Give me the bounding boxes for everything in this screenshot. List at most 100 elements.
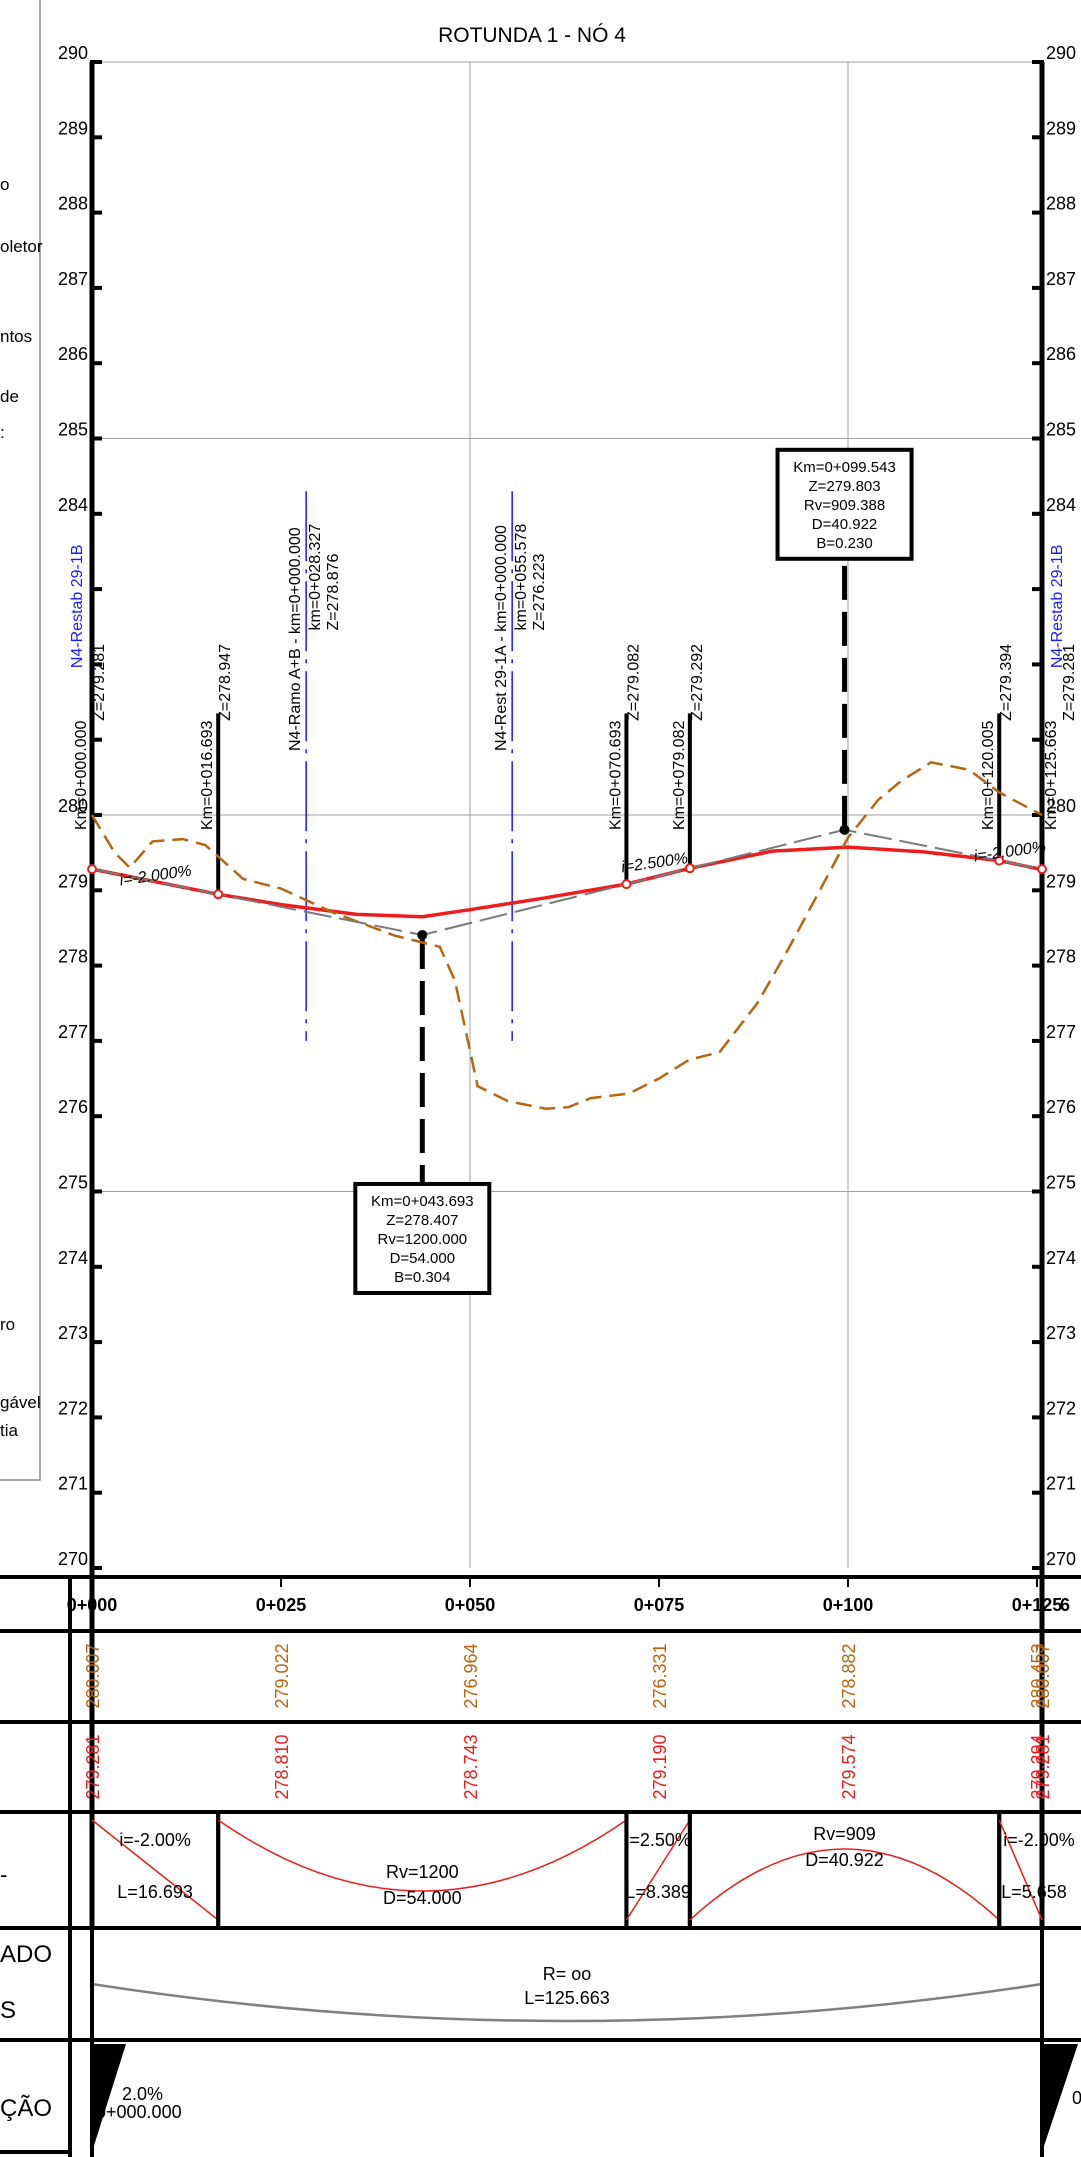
y-tick-label: 278: [58, 947, 88, 967]
terrain-elevation-value: 279.022: [272, 1643, 292, 1708]
alignment-slope-length: L=16.693: [117, 1882, 193, 1902]
y-tick-label: 279: [58, 871, 88, 891]
vertex-box-line: Z=279.803: [808, 478, 880, 495]
grade-point-km: Km=0+000.000: [73, 721, 90, 831]
y-tick-label: 276: [1046, 1097, 1076, 1117]
grade-point-dot: [994, 855, 1005, 866]
alignment-slope-length: L=8.389: [625, 1882, 691, 1902]
profile-title: ROTUNDA 1 - NÓ 4: [438, 24, 626, 47]
y-tick-label: 277: [1046, 1022, 1076, 1042]
elevation-axes: 270 270 271 271 272 272 273 273 274 274 275 275 276 2…: [58, 43, 1076, 1928]
vertex-dot: [839, 824, 850, 835]
left-legend: o oletor ntos de : ro gável tia: [0, 0, 43, 1481]
table-row-label: ADO: [0, 1941, 52, 1968]
grade-point-km: Km=0+016.693: [199, 721, 216, 831]
intersection-name: N4-Ramo A+B - km=0+000.000: [287, 527, 304, 751]
y-tick-label: 278: [1046, 947, 1076, 967]
grade-point-km: Km=0+070.693: [607, 721, 624, 831]
grade-elevation-value: 278.810: [272, 1734, 292, 1799]
intersection-km: km=0+055.578: [513, 524, 530, 631]
table-row-label: -: [0, 1862, 7, 1887]
grade-point-z: Z=278.947: [217, 644, 234, 721]
station-markers: N4-Ramo A+B - km=0+000.000 km=0+028.327 Z=…: [69, 447, 1078, 1295]
grade-point-z: Z=279.281: [1061, 644, 1078, 721]
y-tick-label: 273: [58, 1323, 88, 1343]
y-tick-label: 270: [58, 1549, 88, 1569]
intersection-z: Z=276.223: [531, 553, 548, 630]
intersection-km: km=0+028.327: [307, 524, 324, 631]
superelevation-wedge-left: [92, 2044, 126, 2152]
vertex-box-line: Rv=909.388: [804, 497, 885, 514]
y-tick-label: 288: [1046, 194, 1076, 214]
grade-point-dot: [684, 863, 695, 874]
grade-elevation-value: 279.190: [650, 1734, 670, 1799]
y-tick-label: 272: [58, 1398, 88, 1418]
vertex-dot: [417, 929, 428, 940]
grade-point-km: Km=0+120.005: [980, 721, 997, 831]
terrain-elevation-value: 280.453: [1028, 1643, 1048, 1708]
x-tick-label: 0+050: [445, 1595, 496, 1615]
y-tick-label: 289: [58, 118, 88, 138]
superelevation-fragment: 0: [1072, 2088, 1081, 2108]
y-tick-label: 286: [58, 344, 88, 364]
grade-elevation-value: 279.281: [83, 1734, 103, 1799]
terrain-elevation-value: 278.882: [839, 1643, 859, 1708]
grade-point-dot: [1037, 864, 1047, 875]
y-tick-label: 289: [1046, 118, 1076, 138]
grade-elevation-value: 279.281: [1033, 1734, 1053, 1799]
grade-point-km: Km=0+079.082: [671, 721, 688, 831]
y-tick-label: 272: [1046, 1398, 1076, 1418]
end-label-left: N4-Restab 29-1B: [69, 545, 86, 669]
terrain-elevation-value: 280.007: [83, 1643, 103, 1708]
terrain-elevation-value: 276.964: [461, 1643, 481, 1708]
y-tick-label: 287: [58, 269, 88, 289]
legend-fragment: oletor: [0, 237, 43, 256]
intersection-name: N4-Rest 29-1A - km=0+000.000: [493, 525, 510, 751]
vertex-box-line: Z=278.407: [386, 1212, 458, 1229]
alignment-curve-length: D=40.922: [805, 1850, 884, 1870]
terrain-elevation-value: 276.331: [650, 1643, 670, 1708]
y-tick-label: 290: [58, 43, 88, 63]
grade-point-dot: [213, 889, 224, 900]
y-tick-label: 286: [1046, 344, 1076, 364]
legend-fragment: gável: [0, 1393, 41, 1412]
profile-table: - ADO S ÇÃO: [0, 1575, 1081, 2157]
y-tick-label: 279: [1046, 871, 1076, 891]
x-tick-label: 0+025: [256, 1595, 307, 1615]
terrain-elevation-value: 280.007: [1033, 1643, 1053, 1708]
profile-lines: [87, 760, 1047, 1110]
intersection-z: Z=278.876: [325, 553, 342, 630]
vertex-box-line: B=0.230: [816, 535, 872, 552]
alignment-slope-i: i=-2.00%: [1003, 1830, 1075, 1850]
superelevation-wedge-right: [1042, 2044, 1078, 2152]
vertex-box-line: Km=0+043.693: [371, 1193, 474, 1210]
grade-point-z: Z=279.394: [998, 644, 1015, 721]
vertex-box-line: Rv=1200.000: [377, 1231, 467, 1248]
y-tick-label: 275: [58, 1173, 88, 1193]
y-tick-label: 285: [1046, 420, 1076, 440]
y-tick-label: 287: [1046, 269, 1076, 289]
superelevation-station: 0+000.000: [96, 2102, 182, 2122]
legend-fragment: de: [0, 387, 19, 406]
grade-point-km: Km=0+125.663: [1043, 721, 1060, 831]
alignment-slope-line: [91, 1819, 219, 1921]
grade-point-dot: [621, 879, 632, 890]
y-tick-label: 280: [1046, 796, 1076, 816]
profile-table-content: 280.007 279.022 276.964 276.331 278.882 280.4…: [83, 1643, 1081, 2157]
grade-point-dot: [87, 864, 97, 875]
y-tick-label: 284: [58, 495, 88, 515]
legend-fragment: :: [0, 423, 5, 442]
grade-elevation-value: 279.294: [1028, 1734, 1048, 1799]
alignment-curve-length: D=54.000: [383, 1888, 462, 1908]
vertex-box: [353, 1181, 492, 1295]
x-tick-label: 0+075: [634, 1595, 685, 1615]
alignment-curve-radius: Rv=1200: [386, 1862, 459, 1882]
x-tick-label: 6: [1060, 1595, 1070, 1615]
x-tick-label: 0+125: [1012, 1595, 1063, 1615]
y-tick-label: 275: [1046, 1173, 1076, 1193]
grade-point-z: Z=279.292: [689, 644, 706, 721]
legend-fragment: tia: [0, 1421, 19, 1440]
tangent-line: [91, 828, 1043, 937]
alignment-slope-i: i=-2.00%: [119, 1830, 191, 1850]
